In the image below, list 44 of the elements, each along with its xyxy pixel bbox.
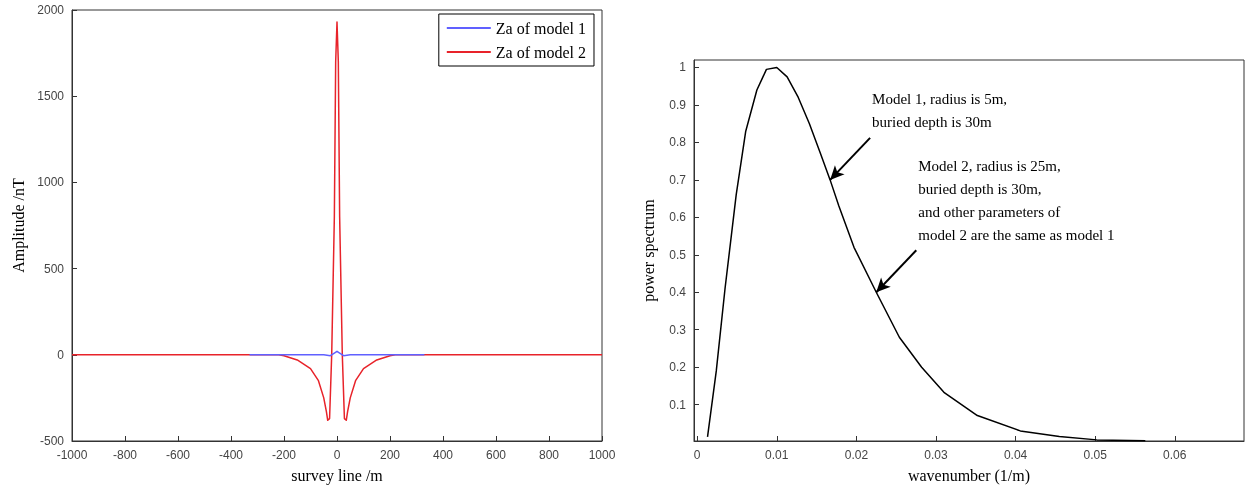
x-tick-label: 0.02 — [844, 448, 869, 462]
x-tick-label: 400 — [432, 448, 454, 462]
y-tick-label: 2000 — [37, 3, 65, 17]
y-tick-label: 0.4 — [669, 285, 687, 300]
x-tick-label: 0.03 — [924, 448, 948, 462]
y-tick-label: 500 — [43, 261, 65, 276]
x-tick-label: 0 — [333, 448, 341, 462]
x-tick-label: 800 — [538, 448, 560, 462]
y-tick-label: 0.9 — [669, 97, 687, 112]
x-axis-title: wavenumber (1/m) — [907, 466, 1031, 485]
x-tick-label: -800 — [112, 448, 138, 462]
x-tick-label: -600 — [165, 448, 191, 462]
x-tick-label: -200 — [271, 448, 297, 462]
x-tick-label: -400 — [218, 448, 244, 462]
y-tick-label: 0 — [57, 347, 65, 362]
y-tick-label: 1000 — [37, 175, 65, 190]
legend-label: Za of model 2 — [495, 43, 587, 61]
x-tick-label: 0.06 — [1163, 448, 1187, 462]
annotation: Model 2, radius is 25m, buried depth is 30m, and other parameters of model 2 are the same as model 1 — [918, 157, 1115, 243]
x-tick-label: 0 — [693, 448, 701, 462]
y-tick-label: 0.1 — [669, 397, 687, 412]
x-tick-label: 0.05 — [1083, 448, 1108, 462]
x-axis-title: survey line /m — [291, 466, 384, 485]
x-tick-label: -1000 — [56, 448, 88, 462]
x-tick-label: 600 — [485, 448, 507, 462]
y-tick-label: 1500 — [37, 89, 65, 104]
x-tick-label: 0.04 — [1003, 448, 1028, 462]
y-tick-label: 0.2 — [669, 360, 687, 375]
legend-label: Za of model 1 — [495, 19, 587, 37]
x-tick-label: 0.01 — [765, 448, 789, 462]
y-axis-title: Amplitude /nT — [9, 177, 28, 273]
y-tick-label: 0.6 — [669, 210, 687, 225]
y-tick-label: 1 — [679, 60, 687, 75]
annotation: Model 1, radius is 5m, buried depth is 30m — [872, 91, 1008, 131]
line-series — [706, 66, 1147, 442]
y-axis-title: power spectrum — [639, 198, 658, 302]
x-tick-label: 200 — [379, 448, 401, 462]
y-tick-label: 0.5 — [669, 247, 687, 262]
line-series — [71, 21, 603, 422]
y-tick-label: 0.8 — [669, 135, 687, 150]
y-tick-label: 0.7 — [669, 172, 687, 187]
y-tick-label: -500 — [39, 434, 65, 448]
x-tick-label: 1000 — [588, 448, 616, 462]
y-tick-label: 0.3 — [669, 322, 687, 337]
